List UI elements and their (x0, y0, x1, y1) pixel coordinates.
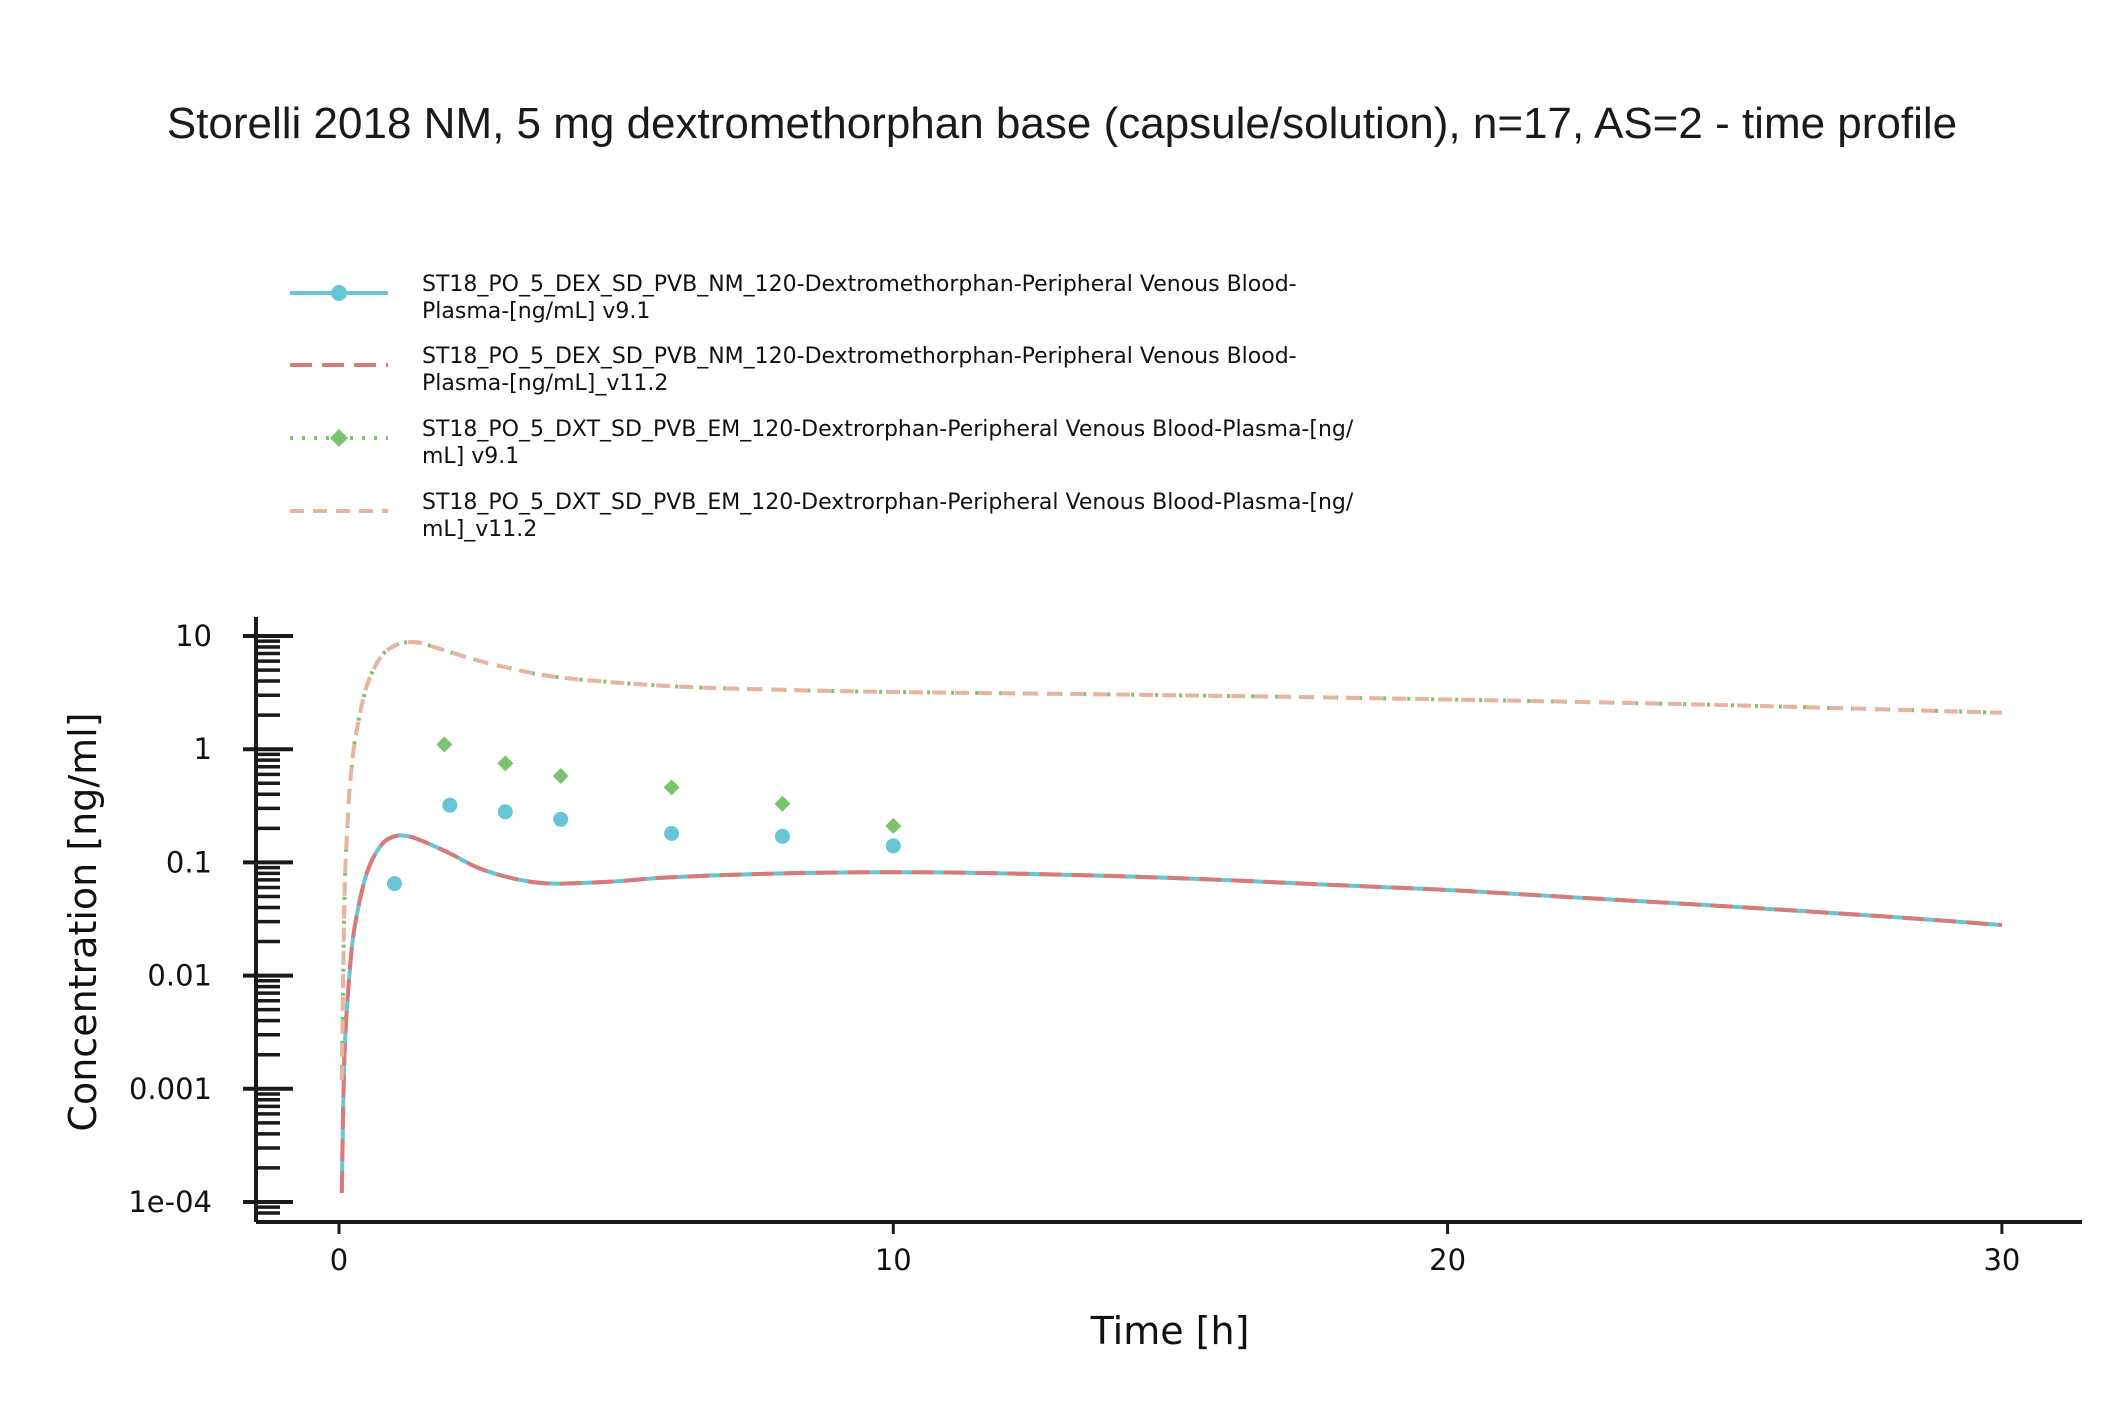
series-line-1 (339, 833, 2003, 1194)
y-axis: 1e-04 0.001 0.01 0.1 1 10 (128, 617, 293, 1222)
legend-item-4: ST18_PO_5_DXT_SD_PVB_EM_120-Dextrorphan-… (290, 490, 1354, 542)
y-tick-label: 10 (175, 619, 212, 653)
series-layer (339, 640, 2003, 1194)
x-axis-label: Time [h] (1090, 1309, 1250, 1353)
series-line-3 (339, 640, 2002, 1080)
series-line-2 (339, 833, 2003, 1194)
observed-point-series-3 (885, 817, 902, 834)
legend-label: Plasma-[ng/mL] v9.1 (422, 299, 650, 324)
observed-point-series-3 (774, 795, 791, 812)
legend-swatch-marker (331, 285, 347, 301)
observed-point-series-1 (885, 838, 901, 854)
observed-point-series-3 (436, 736, 453, 753)
legend-label: ST18_PO_5_DEX_SD_PVB_NM_120-Dextromethor… (422, 344, 1297, 369)
chart-title: Storelli 2018 NM, 5 mg dextromethorphan … (167, 99, 1957, 148)
legend: ST18_PO_5_DEX_SD_PVB_NM_120-Dextromethor… (290, 272, 1354, 542)
y-tick-label: 1e-04 (128, 1185, 212, 1219)
legend-swatch-marker (330, 429, 348, 447)
x-tick-label: 10 (875, 1243, 912, 1277)
observed-point-series-1 (774, 828, 790, 844)
observed-point-series-1 (442, 797, 458, 813)
legend-item-3: ST18_PO_5_DXT_SD_PVB_EM_120-Dextrorphan-… (290, 417, 1354, 469)
x-axis: 0 10 20 30 (256, 1220, 2082, 1277)
y-tick-label: 0.1 (166, 845, 212, 879)
observed-point-series-1 (553, 811, 569, 827)
legend-item-1: ST18_PO_5_DEX_SD_PVB_NM_120-Dextromethor… (290, 272, 1297, 324)
observed-point-series-1 (386, 876, 402, 892)
series-line-4 (339, 640, 2002, 1080)
legend-item-2: ST18_PO_5_DEX_SD_PVB_NM_120-Dextromethor… (290, 344, 1297, 396)
y-tick-label: 1 (194, 732, 212, 766)
observed-point-series-3 (552, 767, 569, 784)
legend-label: mL]_v11.2 (422, 517, 537, 542)
plot-area: 1e-04 0.001 0.01 0.1 1 10 0 10 20 30 (128, 617, 2082, 1277)
legend-label: ST18_PO_5_DEX_SD_PVB_NM_120-Dextromethor… (422, 272, 1297, 297)
observed-point-series-1 (497, 804, 513, 820)
y-axis-label: Concentration [ng/ml] (61, 712, 105, 1131)
y-tick-label: 0.001 (129, 1072, 212, 1106)
legend-label: ST18_PO_5_DXT_SD_PVB_EM_120-Dextrorphan-… (422, 490, 1354, 515)
legend-label: mL] v9.1 (422, 444, 519, 469)
observed-point-series-1 (664, 826, 680, 842)
observed-point-series-3 (497, 755, 514, 772)
legend-label: ST18_PO_5_DXT_SD_PVB_EM_120-Dextrorphan-… (422, 417, 1354, 442)
x-tick-label: 20 (1429, 1243, 1466, 1277)
y-tick-label: 0.01 (147, 959, 212, 993)
observed-point-series-3 (663, 779, 680, 796)
legend-label: Plasma-[ng/mL]_v11.2 (422, 371, 668, 396)
x-tick-label: 30 (1983, 1243, 2020, 1277)
x-tick-label: 0 (330, 1243, 348, 1277)
